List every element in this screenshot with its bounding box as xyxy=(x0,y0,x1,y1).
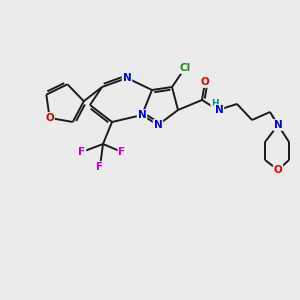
Text: Cl: Cl xyxy=(179,63,191,73)
Text: O: O xyxy=(201,77,209,87)
Text: N: N xyxy=(214,105,224,115)
Text: O: O xyxy=(274,165,282,175)
Text: O: O xyxy=(45,113,54,123)
Text: F: F xyxy=(118,147,126,157)
Text: N: N xyxy=(123,73,131,83)
Text: F: F xyxy=(78,147,85,157)
Text: N: N xyxy=(154,120,162,130)
Text: N: N xyxy=(274,120,282,130)
Text: F: F xyxy=(96,162,103,172)
Text: H: H xyxy=(211,100,219,109)
Text: N: N xyxy=(138,110,146,120)
